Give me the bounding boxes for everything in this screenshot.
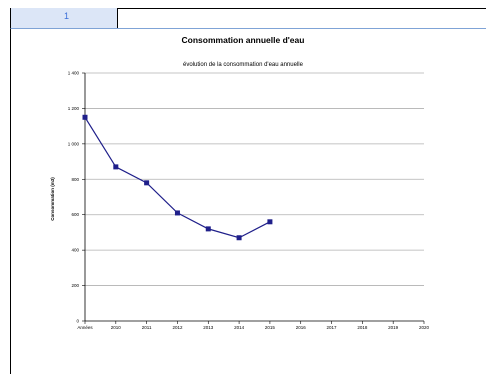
y-tick-label: 1 400 — [68, 71, 80, 76]
data-point-marker — [82, 114, 88, 120]
chart-subtitle: évolution de la consommation d'eau annue… — [183, 62, 304, 68]
x-tick-label: Années — [77, 325, 93, 330]
x-tick-label: 2011 — [142, 325, 152, 330]
x-tick-label: 2020 — [419, 325, 430, 330]
x-tick-label: 2016 — [296, 325, 307, 330]
y-tick-label: 200 — [71, 283, 79, 288]
x-tick-label: 2015 — [265, 325, 276, 330]
x-tick-label: 2010 — [111, 325, 122, 330]
sheet-area — [10, 28, 486, 374]
x-tick-label: 2013 — [203, 325, 214, 330]
series-group — [82, 114, 273, 241]
x-tick-label: 2017 — [327, 325, 338, 330]
data-point-marker — [144, 180, 150, 186]
data-point-marker — [113, 164, 119, 170]
y-axis-label: Consommation (m3) — [50, 177, 55, 221]
sheet-top-border — [10, 8, 486, 33]
y-tick-label: 800 — [71, 177, 79, 182]
x-tick-label: 2018 — [357, 325, 368, 330]
x-tick-label: 2014 — [234, 325, 245, 330]
y-tick-label: 600 — [71, 212, 79, 217]
y-tick-labels: 0 200 400 600 800 1 000 1 200 1 400 — [68, 71, 80, 324]
grid-lines — [82, 72, 424, 322]
sheet-tab[interactable]: 1 — [10, 8, 118, 28]
series-line — [84, 116, 271, 239]
y-tick-label: 1 200 — [68, 106, 80, 111]
data-point-marker — [267, 219, 273, 225]
data-point-marker — [174, 210, 180, 216]
axes — [84, 73, 425, 324]
y-tick-label: 400 — [71, 248, 79, 253]
x-tick-label: 2019 — [388, 325, 399, 330]
x-tick-labels: Années 2010 2011 2012 2013 2014 2015 2016 2017 20… — [77, 325, 429, 330]
data-point-marker — [205, 226, 211, 232]
y-tick-label: 1 000 — [68, 141, 80, 146]
y-tick-label: 0 — [76, 319, 79, 324]
sheet-tab-label: 1 — [64, 11, 70, 21]
data-point-marker — [236, 235, 242, 241]
chart-title: Consommation annuelle d'eau — [182, 35, 305, 45]
x-tick-label: 2012 — [172, 325, 183, 330]
